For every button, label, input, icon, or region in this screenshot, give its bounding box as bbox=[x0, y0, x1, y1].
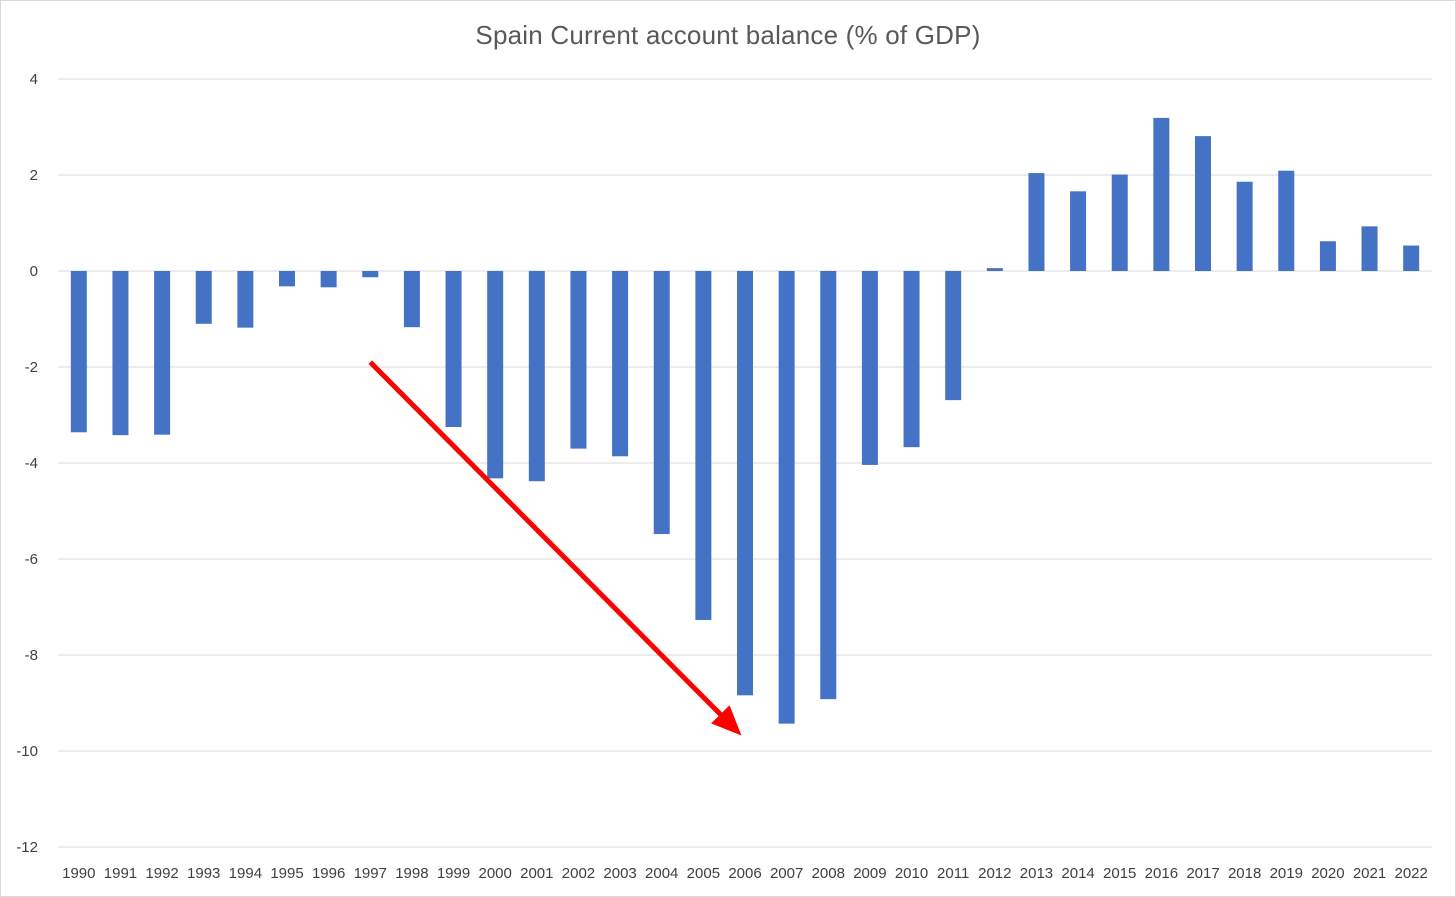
x-tick-label: 1996 bbox=[312, 865, 345, 882]
bar-1997 bbox=[362, 271, 379, 278]
x-tick-label: 2013 bbox=[1020, 865, 1053, 882]
bar-1992 bbox=[154, 271, 171, 435]
y-tick-label: 0 bbox=[30, 263, 38, 280]
bar-2013 bbox=[1028, 173, 1045, 271]
x-tick-label: 2015 bbox=[1103, 865, 1136, 882]
bar-2021 bbox=[1361, 226, 1378, 271]
y-tick-label: 4 bbox=[30, 71, 38, 88]
x-tick-label: 2016 bbox=[1145, 865, 1178, 882]
y-axis-ticks: 4 2 0 -2 -4 -6 -8 -10 -12 bbox=[16, 71, 38, 856]
bar-2018 bbox=[1236, 181, 1253, 271]
bar-2015 bbox=[1111, 174, 1128, 271]
x-tick-label: 2020 bbox=[1311, 865, 1344, 882]
x-tick-label: 2021 bbox=[1353, 865, 1386, 882]
x-tick-label: 2007 bbox=[770, 865, 803, 882]
annotations bbox=[368, 360, 742, 736]
x-tick-label: 2004 bbox=[645, 865, 678, 882]
x-tick-label: 2008 bbox=[812, 865, 845, 882]
x-tick-label: 1997 bbox=[354, 865, 387, 882]
bar-2002 bbox=[570, 271, 587, 449]
x-tick-label: 2011 bbox=[937, 865, 969, 882]
x-tick-label: 1992 bbox=[145, 865, 178, 882]
y-tick-label: -12 bbox=[16, 839, 38, 856]
y-tick-label: -4 bbox=[25, 455, 38, 472]
bar-2010 bbox=[903, 271, 920, 448]
bar-2019 bbox=[1278, 170, 1295, 271]
x-tick-label: 2001 bbox=[520, 865, 553, 882]
bar-1999 bbox=[445, 271, 462, 427]
bar-1994 bbox=[237, 271, 254, 328]
x-tick-label: 1990 bbox=[62, 865, 95, 882]
bar-2017 bbox=[1195, 136, 1211, 271]
x-tick-label: 2017 bbox=[1186, 865, 1219, 882]
bar-1998 bbox=[403, 271, 420, 328]
x-tick-label: 2018 bbox=[1228, 865, 1261, 882]
x-tick-label: 2022 bbox=[1394, 865, 1427, 882]
x-axis-ticks: 1990 1991 1992 1993 1994 1995 1996 1997 1998 1999… bbox=[62, 865, 1428, 882]
bar-2003 bbox=[612, 271, 629, 457]
bar-1991 bbox=[112, 271, 129, 436]
bar-2005 bbox=[695, 271, 712, 620]
bar-2012 bbox=[986, 268, 1003, 271]
bars bbox=[70, 117, 1420, 724]
x-tick-label: 2002 bbox=[562, 865, 595, 882]
bar-2009 bbox=[861, 271, 878, 465]
y-tick-label: -10 bbox=[16, 743, 38, 760]
bar-2011 bbox=[945, 271, 962, 401]
bar-1995 bbox=[279, 271, 295, 287]
bar-2022 bbox=[1403, 245, 1420, 271]
y-tick-label: -2 bbox=[25, 359, 38, 376]
x-tick-label: 2000 bbox=[478, 865, 511, 882]
x-tick-label: 1991 bbox=[104, 865, 137, 882]
bar-2004 bbox=[653, 271, 670, 535]
x-tick-label: 1998 bbox=[395, 865, 428, 882]
x-tick-label: 1999 bbox=[437, 865, 470, 882]
x-tick-label: 2010 bbox=[895, 865, 928, 882]
x-tick-label: 1993 bbox=[187, 865, 220, 882]
chart-title: Spain Current account balance (% of GDP) bbox=[475, 20, 981, 50]
bar-2001 bbox=[528, 271, 545, 482]
x-tick-label: 2014 bbox=[1061, 865, 1094, 882]
x-tick-label: 2005 bbox=[687, 865, 720, 882]
bar-1996 bbox=[320, 271, 337, 288]
x-tick-label: 2009 bbox=[853, 865, 886, 882]
y-tick-label: 2 bbox=[30, 167, 38, 184]
bar-2006 bbox=[737, 271, 753, 696]
x-tick-label: 2019 bbox=[1270, 865, 1303, 882]
bar-1993 bbox=[195, 271, 212, 324]
bar-2020 bbox=[1319, 241, 1336, 271]
bar-2008 bbox=[820, 271, 837, 700]
x-tick-label: 2006 bbox=[728, 865, 761, 882]
bar-2000 bbox=[487, 271, 504, 479]
x-tick-label: 1994 bbox=[229, 865, 262, 882]
y-tick-label: -8 bbox=[25, 647, 38, 664]
bar-2007 bbox=[778, 271, 795, 724]
x-tick-label: 1995 bbox=[270, 865, 303, 882]
bar-2014 bbox=[1070, 191, 1087, 271]
bar-1990 bbox=[70, 271, 87, 433]
annotation-arrow bbox=[368, 360, 742, 736]
x-tick-label: 2012 bbox=[978, 865, 1011, 882]
y-tick-label: -6 bbox=[25, 551, 38, 568]
x-tick-label: 2003 bbox=[603, 865, 636, 882]
bar-2016 bbox=[1153, 117, 1170, 271]
